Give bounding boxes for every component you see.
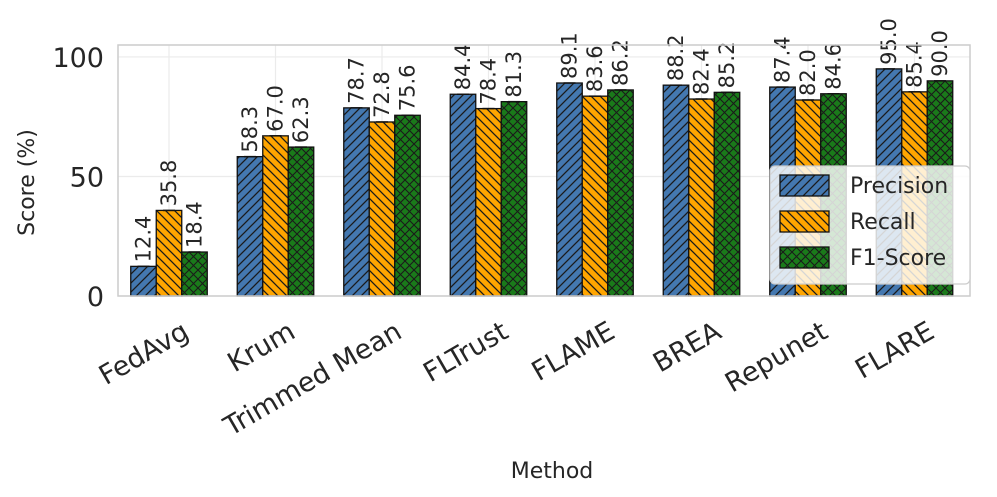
bar-hatch-precision-trimmed-mean <box>343 107 370 297</box>
data-label-precision-brea: 88.2 <box>664 34 688 81</box>
data-label-recall-krum: 67.0 <box>264 85 288 132</box>
bar-hatch-precision-fedavg <box>130 265 157 297</box>
legend-swatch-hatch-f1-score <box>779 246 830 269</box>
legend: Precision Recall F1-Score <box>769 165 971 285</box>
x-tick-label-krum: Krum <box>223 316 301 379</box>
data-label-f1-score-fedavg: 18.4 <box>183 201 207 248</box>
bar-hatch-f1-score-trimmed-mean <box>394 114 421 297</box>
data-label-precision-krum: 58.3 <box>238 106 262 153</box>
data-label-f1-score-flame: 86.2 <box>609 39 633 86</box>
data-label-f1-score-krum: 62.3 <box>289 96 313 143</box>
data-label-recall-flame: 83.6 <box>583 45 607 92</box>
data-label-recall-fltrust: 78.4 <box>477 58 501 105</box>
legend-label-recall: Recall <box>850 210 916 235</box>
data-label-f1-score-fltrust: 81.3 <box>502 51 526 98</box>
data-label-recall-repunet: 82.0 <box>796 49 820 96</box>
bar-hatch-recall-fedavg <box>155 209 183 297</box>
data-label-recall-fedavg: 35.8 <box>157 160 181 207</box>
y-tick-label: 0 <box>87 282 104 313</box>
bar-hatch-f1-score-fltrust <box>500 101 528 297</box>
data-label-recall-trimmed-mean: 72.8 <box>370 71 394 118</box>
data-label-f1-score-brea: 85.2 <box>715 42 739 89</box>
data-label-precision-fedavg: 12.4 <box>132 216 156 263</box>
data-label-recall-brea: 82.4 <box>690 48 714 95</box>
bar-hatch-f1-score-flame <box>607 89 634 297</box>
data-label-f1-score-repunet: 84.6 <box>822 43 846 90</box>
legend-swatch-hatch-recall <box>779 210 830 233</box>
x-tick-label-fedavg: FedAvg <box>94 316 194 392</box>
bar-hatch-f1-score-fedavg <box>181 251 208 297</box>
x-tick-label-fltrust: FLTrust <box>418 316 513 389</box>
y-axis-title: Score (%) <box>15 129 40 236</box>
bar-hatch-precision-fltrust <box>449 93 477 297</box>
bar-hatch-recall-fltrust <box>475 107 502 297</box>
bar-hatch-f1-score-brea <box>713 91 741 297</box>
bar-hatch-recall-trimmed-mean <box>368 121 396 297</box>
bar-hatch-recall-brea <box>688 98 715 297</box>
bar-hatch-precision-flame <box>556 82 583 297</box>
data-label-precision-flare: 95.0 <box>877 18 901 65</box>
bar-hatch-recall-flame <box>581 95 609 297</box>
bar-hatch-precision-brea <box>662 84 690 297</box>
legend-swatch-hatch-precision <box>779 174 830 197</box>
data-label-recall-flare: 85.4 <box>903 41 927 88</box>
data-label-precision-trimmed-mean: 78.7 <box>345 57 369 104</box>
y-tick-label: 100 <box>52 43 104 74</box>
data-labels: 12.435.818.4 58.3 67.0 62.3 78.7 72.8 75.6 84.4… <box>132 18 953 262</box>
x-tick-label-flame: FLAME <box>527 316 620 388</box>
x-tick-label-brea: BREA <box>648 316 727 380</box>
bar-hatch-precision-krum <box>236 155 264 297</box>
data-label-f1-score-trimmed-mean: 75.6 <box>396 65 420 112</box>
legend-label-f1-score: F1-Score <box>850 246 946 271</box>
data-label-precision-flame: 89.1 <box>558 32 582 79</box>
bar-hatch-f1-score-krum <box>287 146 315 297</box>
y-tick-label: 50 <box>70 162 104 193</box>
y-axis: 0 50 100 <box>52 43 104 313</box>
x-axis-title: Method <box>511 459 594 484</box>
data-label-f1-score-flare: 90.0 <box>928 30 952 77</box>
legend-label-precision: Precision <box>850 174 948 199</box>
data-label-precision-repunet: 87.4 <box>771 36 795 83</box>
x-tick-label-flare: FLARE <box>850 316 940 386</box>
bar-hatch-recall-krum <box>262 135 289 297</box>
bars <box>130 68 954 297</box>
data-label-precision-fltrust: 84.4 <box>451 43 475 90</box>
x-tick-label-repunet: Repunet <box>720 316 833 399</box>
x-tick-label-trimmed-mean: Trimmed Mean <box>218 316 407 443</box>
